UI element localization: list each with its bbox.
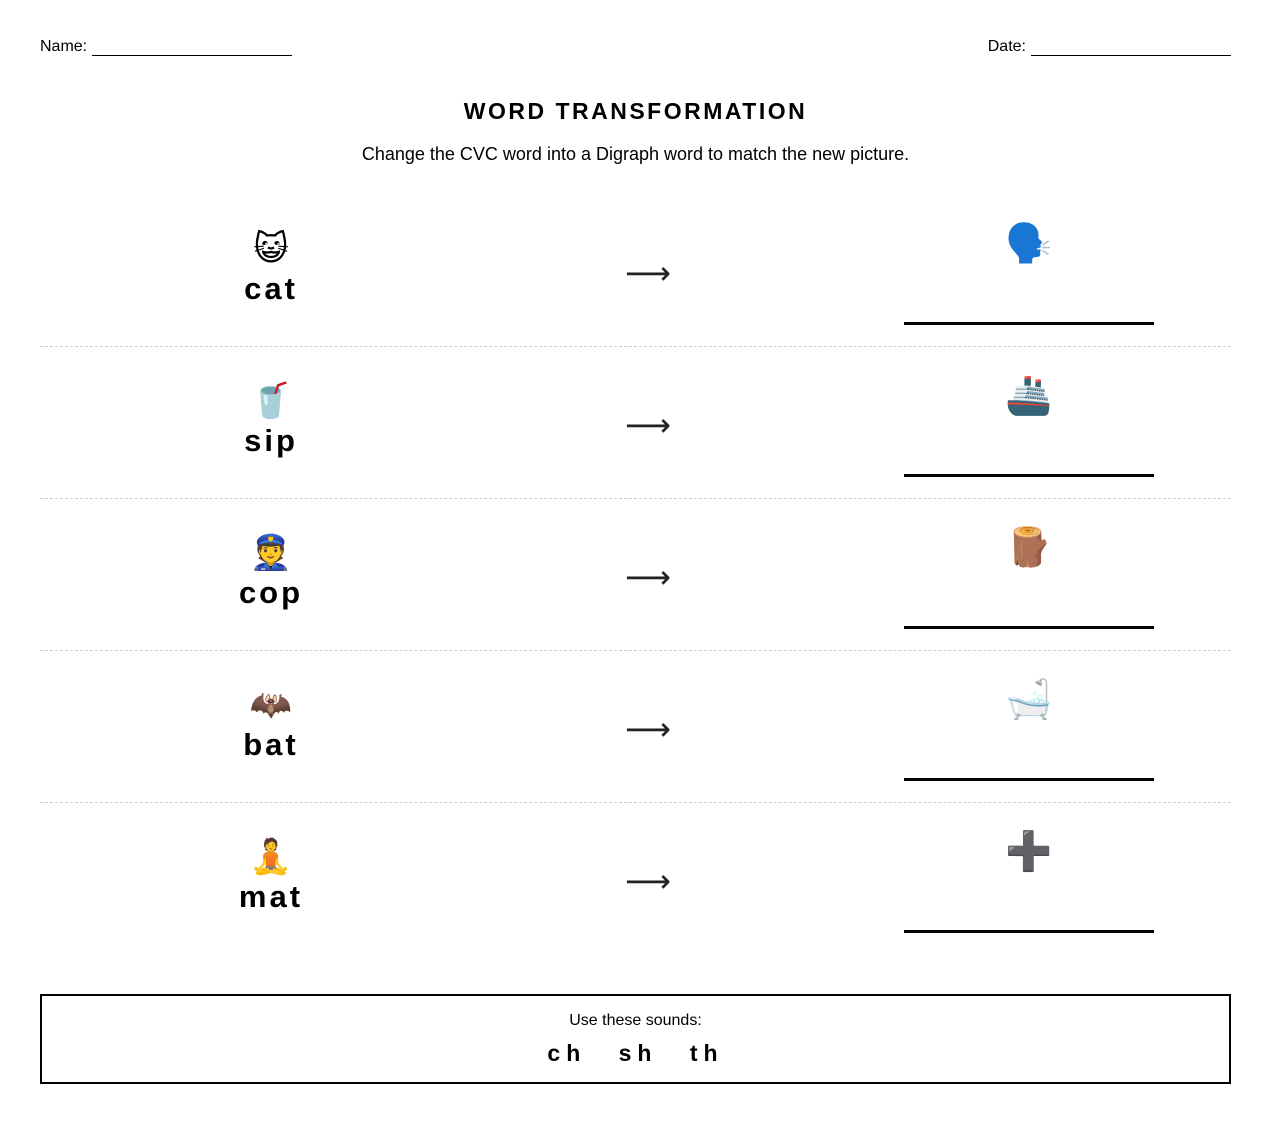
cvc-word: cat [244, 271, 298, 306]
transformation-row: 😺 cat ⟶ 🗣️ [40, 195, 1231, 347]
log-icon: 🪵 [1005, 527, 1053, 569]
digraph-picture-cell: 🚢 [904, 373, 1154, 419]
cvc-word: mat [238, 879, 304, 914]
page-title: WORD TRANSFORMATION [463, 98, 808, 124]
transformation-row: 🦇 bat ⟶ 🛁 [40, 651, 1231, 803]
transformation-row: 🧘 mat ⟶ ➕ [40, 803, 1231, 954]
sound-list: ch sh th [42, 1040, 1229, 1067]
police-officer-icon: 👮 [249, 534, 293, 572]
cup-with-straw-icon: 🥤 [249, 382, 293, 420]
cvc-cell: 👮 cop [171, 533, 371, 613]
name-input-line[interactable] [92, 41, 293, 56]
ship-icon: 🚢 [1005, 375, 1053, 417]
cat-face-icon: 😺 [253, 230, 289, 268]
cvc-cell: 🦇 bat [171, 685, 371, 765]
right-arrow-icon: ⟶ [625, 711, 671, 747]
answer-line[interactable] [904, 626, 1154, 629]
person-lotus-position-icon: 🧘 [249, 838, 293, 876]
sound-bank-box: Use these sounds: ch sh th [40, 994, 1231, 1084]
sound-sh: sh [618, 1040, 658, 1066]
bat-icon: 🦇 [249, 686, 293, 724]
name-label: Name: [40, 38, 88, 55]
plus-sign-icon: ➕ [1005, 831, 1053, 873]
cvc-cell: 🥤 sip [171, 381, 371, 461]
digraph-picture-cell: 🛁 [904, 677, 1154, 723]
transformation-row: 🥤 sip ⟶ 🚢 [40, 347, 1231, 499]
digraph-picture-cell: 🗣️ [904, 221, 1154, 267]
cvc-cell: 😺 cat [171, 229, 371, 309]
digraph-picture-cell: 🪵 [904, 525, 1154, 571]
answer-line[interactable] [904, 930, 1154, 933]
answer-line[interactable] [904, 778, 1154, 781]
cvc-cell: 🧘 mat [171, 837, 371, 917]
sound-bank-label: Use these sounds: [569, 1012, 702, 1029]
answer-line[interactable] [904, 474, 1154, 477]
right-arrow-icon: ⟶ [625, 255, 671, 291]
transformation-row: 👮 cop ⟶ 🪵 [40, 499, 1231, 651]
bathtub-icon: 🛁 [1005, 679, 1053, 721]
cvc-word: cop [238, 575, 304, 610]
date-input-line[interactable] [1031, 41, 1231, 56]
right-arrow-icon: ⟶ [625, 407, 671, 443]
instructions: Change the CVC word into a Digraph word … [361, 144, 910, 164]
sound-th: th [689, 1040, 724, 1066]
cvc-word: sip [244, 423, 298, 458]
speaking-head-icon: 🗣️ [1005, 223, 1053, 265]
answer-line[interactable] [904, 322, 1154, 325]
transformation-rows: 😺 cat ⟶ 🗣️ 🥤 sip ⟶ 🚢 👮 cop ⟶ 🪵 [40, 195, 1231, 954]
digraph-picture-cell: ➕ [904, 829, 1154, 875]
right-arrow-icon: ⟶ [625, 559, 671, 595]
date-field[interactable]: Date: [988, 38, 1231, 56]
header-fields: Name: Date: [40, 38, 1231, 58]
right-arrow-icon: ⟶ [625, 863, 671, 899]
date-label: Date: [987, 38, 1026, 55]
name-field[interactable]: Name: [40, 38, 293, 56]
sound-ch: ch [547, 1040, 587, 1066]
cvc-word: bat [243, 727, 299, 762]
